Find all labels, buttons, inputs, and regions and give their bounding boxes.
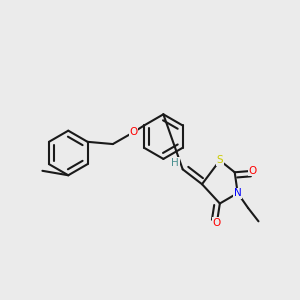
Text: O: O — [130, 127, 138, 137]
Text: H: H — [171, 158, 179, 168]
Text: O: O — [248, 166, 257, 176]
Text: S: S — [217, 155, 223, 165]
Text: N: N — [234, 188, 242, 198]
Text: O: O — [213, 218, 221, 228]
